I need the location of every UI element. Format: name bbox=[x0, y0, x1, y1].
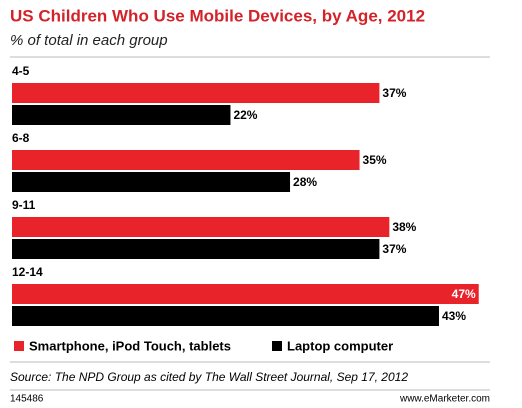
chart-title: US Children Who Use Mobile Devices, by A… bbox=[10, 6, 425, 25]
bar bbox=[12, 83, 380, 103]
value-label: 28% bbox=[293, 175, 317, 189]
value-label: 37% bbox=[382, 86, 406, 100]
chart-subtitle: % of total in each group bbox=[10, 32, 168, 49]
chart-id: 145486 bbox=[10, 394, 44, 405]
bar bbox=[12, 172, 291, 192]
website: www.eMarketer.com bbox=[399, 394, 490, 405]
legend-label: Laptop computer bbox=[287, 338, 393, 353]
category-label: 12-14 bbox=[12, 265, 43, 279]
bar bbox=[12, 217, 390, 237]
legend-swatch bbox=[272, 341, 282, 351]
value-label: 47% bbox=[452, 287, 476, 301]
source: Source: The NPD Group as cited by The Wa… bbox=[10, 370, 408, 384]
category-label: 6-8 bbox=[12, 131, 30, 145]
value-label: 35% bbox=[363, 153, 387, 167]
value-label: 22% bbox=[233, 108, 257, 122]
bar bbox=[12, 239, 380, 259]
legend-swatch bbox=[14, 341, 24, 351]
value-label: 43% bbox=[442, 309, 466, 323]
value-label: 38% bbox=[392, 220, 416, 234]
legend-label: Smartphone, iPod Touch, tablets bbox=[29, 338, 231, 353]
bar bbox=[12, 150, 360, 170]
bar bbox=[12, 284, 479, 304]
category-label: 9-11 bbox=[12, 198, 36, 212]
value-label: 37% bbox=[382, 242, 406, 256]
bar bbox=[12, 306, 439, 326]
bar bbox=[12, 105, 231, 125]
category-label: 4-5 bbox=[12, 64, 30, 78]
